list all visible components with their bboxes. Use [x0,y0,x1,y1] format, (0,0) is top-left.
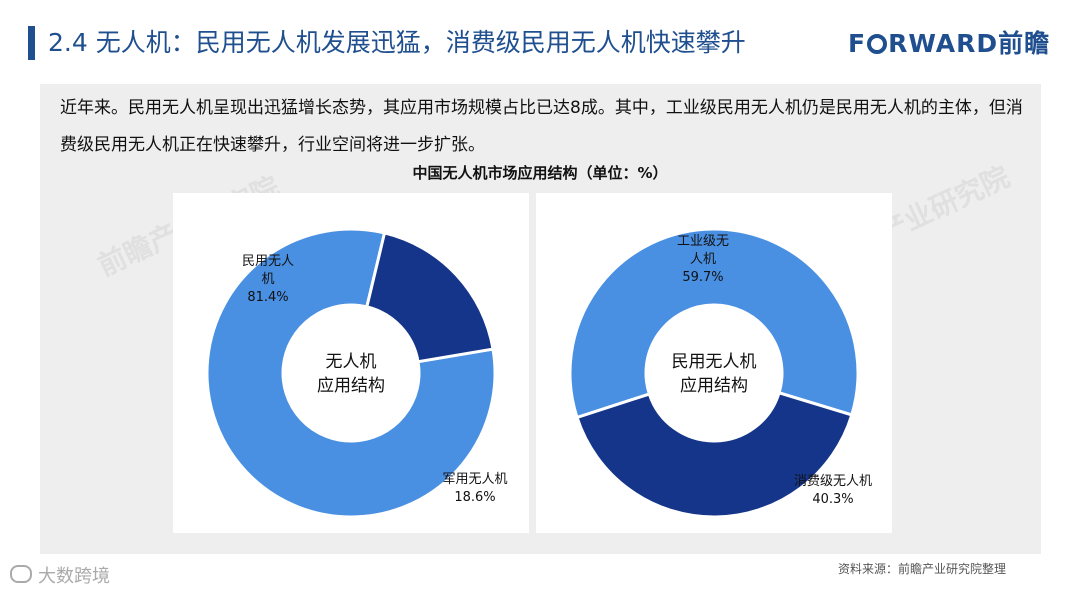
slice-value-label: 18.6% [454,490,495,505]
intro-paragraph: 近年来。民用无人机呈现出迅猛增长态势，其应用市场规模占比已达8成。其中，工业级民… [60,98,1023,155]
forward-logo: F RWARD前瞻 [848,29,1050,59]
donut-slice [365,231,495,364]
slice-name-label: 军用无人机 [442,472,507,487]
donut-center-label: 无人机 [326,352,377,372]
donut-center-label: 民用无人机 [672,352,757,372]
donut-center-label: 应用结构 [680,376,748,396]
donut-center-label: 应用结构 [317,376,385,396]
bottom-logo: 大数跨境 [10,562,110,588]
source-note: 资料来源：前瞻产业研究院整理 [838,562,1007,576]
slice-name-label: 机 [261,272,274,287]
slice-name-label: 工业级无 [677,234,729,249]
slice-value-label: 59.7% [682,270,723,285]
donut-slice [575,390,854,519]
slice-name-label: 民用无人 [242,254,294,269]
chat-bubble-icon [10,565,32,583]
logo-text-end: RWARD前瞻 [888,29,1051,58]
slice-value-label: 40.3% [812,492,853,507]
slice-value-label: 81.4% [247,290,288,305]
donut-chart-civil-drone-structure: 工业级无人机 59.7% 消费级无人机 40.3% 民用无人机应用结构 [536,193,892,533]
donut-slice [568,227,860,420]
logo-text-start: F [848,29,867,58]
donut-chart-drone-structure: 民用无人机 81.4% 军用无人机 18.6% 无人机应用结构 [173,193,529,533]
donut-slice [205,227,497,519]
title-accent-bar [28,26,35,60]
bottom-logo-text: 大数跨境 [38,566,110,587]
page-title: 2.4 无人机：民用无人机发展迅猛，消费级民用无人机快速攀升 [48,28,746,57]
chart-title: 中国无人机市场应用结构（单位：%） [412,164,668,182]
slice-name-label: 人机 [690,252,716,267]
slice-name-label: 消费级无人机 [794,474,872,489]
gear-icon [867,34,888,54]
